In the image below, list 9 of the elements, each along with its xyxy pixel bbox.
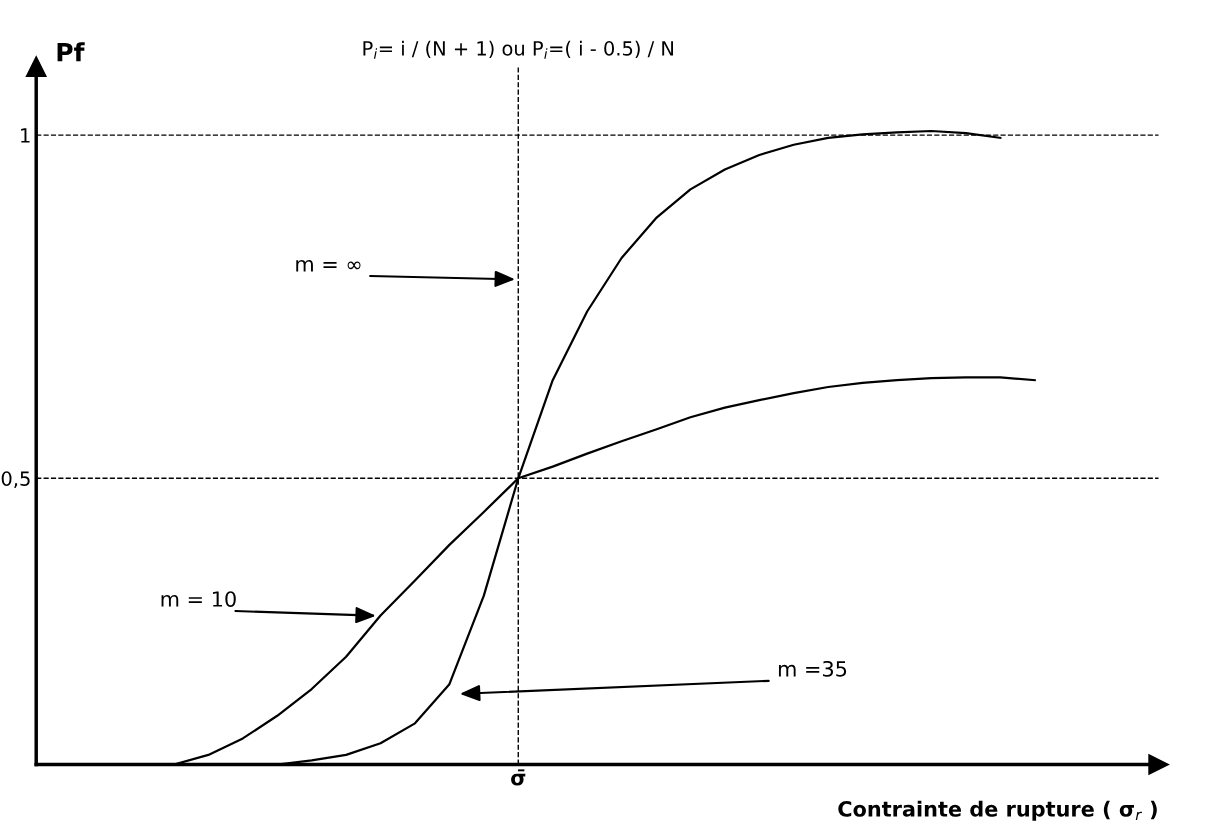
annotation: m = 10 [161,591,236,607]
x-axis-title: Contrainte de rupture ( σ$_{r}$ ) [838,800,1157,821]
y-tick-label: 1 [21,128,30,143]
ref-line-label: P$_{i}$= i / (N + 1) ou P$_{i}$=( i - 0.5) / N [363,40,674,59]
annotation: m = ∞ [296,259,361,272]
y-axis-title: Pf [57,42,85,62]
x-tick-label: σ̄ [511,769,526,786]
annotation: m =35 [778,660,847,677]
y-tick-label: 0,5 [1,471,30,488]
